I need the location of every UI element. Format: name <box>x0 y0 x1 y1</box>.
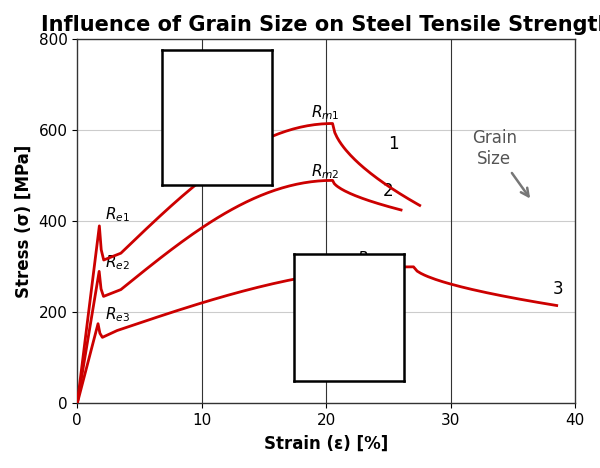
Text: 3: 3 <box>553 280 563 298</box>
Text: $R_{e3}$: $R_{e3}$ <box>104 305 130 324</box>
Text: Grain
Size: Grain Size <box>472 129 529 196</box>
Y-axis label: Stress (σ) [MPa]: Stress (σ) [MPa] <box>15 145 33 298</box>
Text: $R_{m1}$: $R_{m1}$ <box>311 103 340 122</box>
Text: $R_{e1}$: $R_{e1}$ <box>104 205 130 224</box>
Text: $R_{m2}$: $R_{m2}$ <box>311 162 340 181</box>
Text: 2: 2 <box>382 183 393 200</box>
X-axis label: Strain (ε) [%]: Strain (ε) [%] <box>264 435 388 453</box>
Title: Influence of Grain Size on Steel Tensile Strength: Influence of Grain Size on Steel Tensile… <box>41 15 600 35</box>
Text: 1: 1 <box>389 134 399 153</box>
Text: $R_{e2}$: $R_{e2}$ <box>104 253 130 271</box>
Text: $R_{m3}$: $R_{m3}$ <box>358 249 386 268</box>
